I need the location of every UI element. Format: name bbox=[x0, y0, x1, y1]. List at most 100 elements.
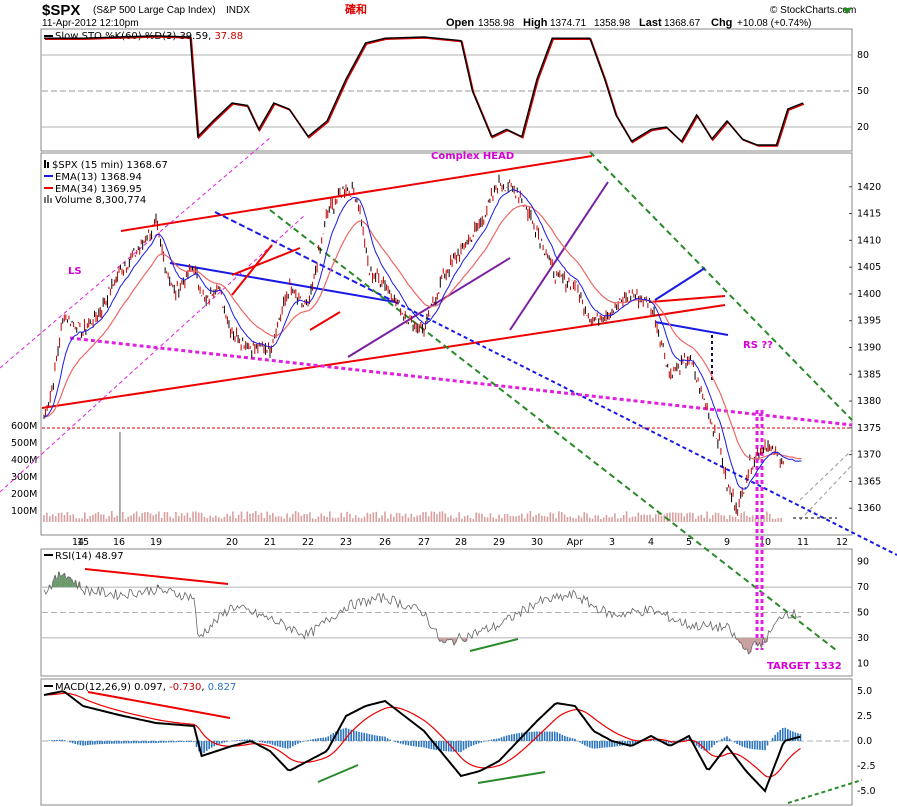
price-tick-label: 1400 bbox=[857, 289, 881, 300]
high-value: 1374.71 bbox=[550, 18, 587, 29]
brand: © StockCharts.com bbox=[770, 5, 856, 16]
price-tick-label: 1385 bbox=[857, 369, 881, 380]
rsi-tick-label: 30 bbox=[857, 633, 869, 644]
channel-blue-1 bbox=[169, 262, 396, 303]
green-channel-1 bbox=[589, 151, 853, 421]
magenta-rising-1 bbox=[0, 137, 271, 369]
x-tick-label: 21 bbox=[264, 537, 276, 548]
ema13-label: EMA(13) bbox=[55, 172, 97, 183]
stamp: 確和 bbox=[345, 2, 367, 16]
sto-k-line bbox=[44, 35, 804, 146]
price-tick-label: 1410 bbox=[857, 235, 881, 246]
price-tick-label: 1360 bbox=[857, 503, 881, 514]
rsi-series bbox=[43, 570, 802, 655]
x-axis-labels: 1415 16 19 20 21 22 23 26 27 28 29 30 Apr 3 4 5 9 10 11 12 bbox=[72, 537, 848, 548]
channel-blue-2 bbox=[214, 211, 396, 303]
price-series bbox=[43, 174, 802, 516]
macd-tick-label: 2.5 bbox=[857, 711, 872, 722]
ls-annotation: LS bbox=[68, 266, 82, 277]
macd-divergence-red bbox=[87, 691, 231, 719]
target-annotation: TARGET 1332 bbox=[767, 661, 842, 672]
rsi-legend: RSI(14) 48.97 bbox=[44, 551, 124, 562]
x-tick-label: 5 bbox=[686, 537, 692, 548]
datetime: 11-Apr-2012 12:10pm bbox=[42, 18, 139, 29]
x-tick-label: 28 bbox=[455, 537, 467, 548]
ema34-line bbox=[43, 204, 802, 460]
volume-tick-label: 400M bbox=[11, 455, 37, 466]
chg-label: Chg bbox=[711, 17, 732, 29]
price-tick-label: 1415 bbox=[857, 209, 881, 220]
blue-small-2 bbox=[654, 321, 729, 336]
ema34-label: EMA(34) bbox=[55, 184, 97, 195]
symbol-name: (S&P 500 Large Cap Index) bbox=[93, 5, 216, 16]
x-tick-label: 26 bbox=[379, 537, 391, 548]
svg-text:EMA(34) 1369.95: EMA(34) 1369.95 bbox=[55, 184, 142, 195]
rsi-tick-label: 90 bbox=[857, 557, 869, 568]
sto-tick-label: 80 bbox=[857, 50, 869, 61]
price-tick-label: 1390 bbox=[857, 343, 881, 354]
macd-hist-value: 0.827 bbox=[208, 682, 237, 693]
volume-tick-label: 100M bbox=[11, 506, 37, 517]
volume-label: Volume bbox=[55, 195, 92, 206]
blue-small-1 bbox=[654, 267, 706, 301]
macd-legend: MACD(12,26,9) 0.097, -0.730, 0.827 bbox=[44, 682, 236, 693]
price-tick-label: 1375 bbox=[857, 423, 881, 434]
price-tick-label: 1370 bbox=[857, 450, 881, 461]
ema13-value: 1368.94 bbox=[101, 172, 142, 183]
price-tick-label: 1405 bbox=[857, 262, 881, 273]
rs-annotation: RS ?? bbox=[743, 340, 773, 351]
exchange: INDX bbox=[226, 5, 250, 16]
x-tick-label: 27 bbox=[418, 537, 430, 548]
red-sub-3 bbox=[309, 311, 341, 331]
complex-head-annotation: Complex HEAD bbox=[431, 151, 514, 162]
price-tick-label: 1395 bbox=[857, 316, 881, 327]
macd-divergence-green-1 bbox=[317, 764, 359, 783]
rsi-tick-label: 70 bbox=[857, 582, 869, 593]
svg-text:MACD(12,26,9) 0.097, -0.730, 0: MACD(12,26,9) 0.097, -0.730, 0.827 bbox=[55, 682, 236, 693]
low-value: 1358.98 bbox=[594, 18, 631, 29]
price-value: 1368.67 bbox=[127, 160, 168, 171]
axis-ticks: 1360 1365 1370 1375 1380 1385 1390 1395 1400 1405… bbox=[11, 50, 881, 797]
grey-channel-2 bbox=[799, 464, 853, 521]
neckline-magenta bbox=[69, 336, 853, 427]
purple-rise-2 bbox=[509, 181, 609, 331]
price-tick-label: 1365 bbox=[857, 476, 881, 487]
x-tick-label: 22 bbox=[302, 537, 314, 548]
chg-value: +10.08 (+0.74%) bbox=[737, 18, 812, 29]
price-label: $SPX (15 min) bbox=[52, 160, 123, 171]
ema34-value: 1369.95 bbox=[101, 184, 142, 195]
volume-tick-label: 600M bbox=[11, 421, 37, 432]
x-tick-label: 11 bbox=[797, 537, 809, 548]
symbol: $SPX bbox=[42, 2, 80, 19]
lower-channel-blue bbox=[394, 301, 897, 556]
neckline-red bbox=[41, 304, 726, 409]
price-legend: $SPX (15 min) 1368.67 EMA(13) 1368.94 EM… bbox=[44, 160, 168, 206]
dropdown-arrow-icon[interactable] bbox=[842, 8, 852, 14]
x-tick-label: 19 bbox=[150, 537, 162, 548]
red-sub-1 bbox=[231, 244, 273, 296]
grey-channel bbox=[799, 449, 853, 501]
macd-tick-label: -5.0 bbox=[857, 786, 876, 797]
macd-tick-label: -2.5 bbox=[857, 761, 876, 772]
sto-panel bbox=[40, 28, 853, 152]
green-channel-2 bbox=[269, 209, 837, 651]
rsi-tick-label: 10 bbox=[857, 658, 869, 669]
macd-signal-value: -0.730 bbox=[169, 682, 201, 693]
macd-series bbox=[43, 690, 802, 793]
volume-tick-label: 200M bbox=[11, 489, 37, 500]
high-label: High bbox=[523, 17, 548, 29]
ema13-line bbox=[43, 189, 802, 490]
macd-signal-line bbox=[43, 692, 801, 778]
purple-rise-1 bbox=[347, 257, 511, 358]
x-tick-label: 14 bbox=[72, 537, 84, 548]
macd-divergence-green-2 bbox=[477, 771, 546, 784]
macd-value: 0.097 bbox=[134, 682, 163, 693]
sto-tick-label: 20 bbox=[857, 122, 869, 133]
x-tick-label: 12 bbox=[836, 537, 848, 548]
macd-tick-label: 5.0 bbox=[857, 686, 872, 697]
svg-text:EMA(13) 1368.94: EMA(13) 1368.94 bbox=[55, 172, 142, 183]
ohlc-readout: Open 1358.98 High 1374.71 1358.98 Last 1… bbox=[446, 17, 812, 29]
rsi-divergence-red bbox=[84, 568, 229, 585]
svg-text:Volume 8,300,774: Volume 8,300,774 bbox=[55, 195, 146, 206]
